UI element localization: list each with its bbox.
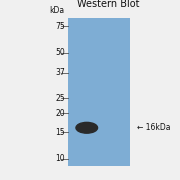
Text: 25: 25 [55,94,65,103]
Text: 37: 37 [55,68,65,77]
Text: Western Blot: Western Blot [77,0,139,9]
Text: 10: 10 [55,154,65,163]
Text: 20: 20 [55,109,65,118]
Text: 50: 50 [55,48,65,57]
Text: ← 16kDa: ← 16kDa [137,123,170,132]
Ellipse shape [76,122,98,133]
Text: kDa: kDa [50,6,65,15]
Bar [68,18,130,166]
Text: 15: 15 [55,127,65,136]
Text: 75: 75 [55,22,65,31]
